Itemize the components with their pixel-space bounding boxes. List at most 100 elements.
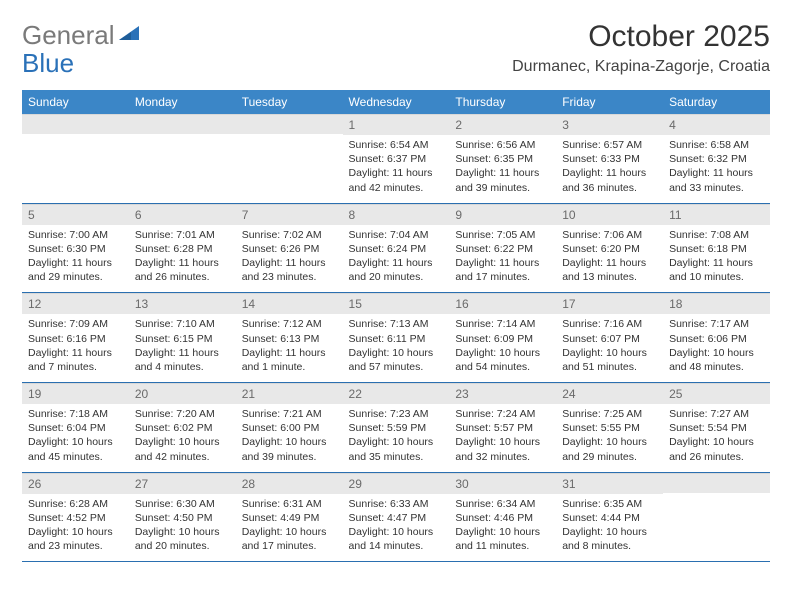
day-number: 23 [449, 383, 556, 404]
sunset-text: Sunset: 6:16 PM [28, 332, 123, 346]
daylight-text: Daylight: 11 hours and 42 minutes. [349, 166, 444, 194]
sunset-text: Sunset: 4:52 PM [28, 511, 123, 525]
sunset-text: Sunset: 6:24 PM [349, 242, 444, 256]
day-number [236, 114, 343, 134]
daylight-text: Daylight: 10 hours and 8 minutes. [562, 525, 657, 553]
daylight-text: Daylight: 10 hours and 11 minutes. [455, 525, 550, 553]
day-body: Sunrise: 7:04 AMSunset: 6:24 PMDaylight:… [343, 225, 450, 293]
calendar-day: 2Sunrise: 6:56 AMSunset: 6:35 PMDaylight… [449, 114, 556, 203]
day-body: Sunrise: 6:34 AMSunset: 4:46 PMDaylight:… [449, 494, 556, 562]
day-body: Sunrise: 7:06 AMSunset: 6:20 PMDaylight:… [556, 225, 663, 293]
logo-triangle-icon [119, 24, 141, 42]
daylight-text: Daylight: 11 hours and 36 minutes. [562, 166, 657, 194]
day-number: 8 [343, 204, 450, 225]
day-number: 2 [449, 114, 556, 135]
day-number: 19 [22, 383, 129, 404]
day-number: 7 [236, 204, 343, 225]
calendar-day: 26Sunrise: 6:28 AMSunset: 4:52 PMDayligh… [22, 472, 129, 562]
calendar-week: 1Sunrise: 6:54 AMSunset: 6:37 PMDaylight… [22, 114, 770, 203]
daylight-text: Daylight: 10 hours and 23 minutes. [28, 525, 123, 553]
sunrise-text: Sunrise: 7:17 AM [669, 317, 764, 331]
daylight-text: Daylight: 10 hours and 29 minutes. [562, 435, 657, 463]
calendar-day: 30Sunrise: 6:34 AMSunset: 4:46 PMDayligh… [449, 472, 556, 562]
day-body: Sunrise: 6:28 AMSunset: 4:52 PMDaylight:… [22, 494, 129, 562]
calendar-day: 27Sunrise: 6:30 AMSunset: 4:50 PMDayligh… [129, 472, 236, 562]
day-body: Sunrise: 7:09 AMSunset: 6:16 PMDaylight:… [22, 314, 129, 382]
sunset-text: Sunset: 6:22 PM [455, 242, 550, 256]
daylight-text: Daylight: 10 hours and 26 minutes. [669, 435, 764, 463]
logo-text-blue: Blue [22, 48, 74, 79]
daylight-text: Daylight: 11 hours and 33 minutes. [669, 166, 764, 194]
day-body: Sunrise: 7:23 AMSunset: 5:59 PMDaylight:… [343, 404, 450, 472]
calendar-week: 5Sunrise: 7:00 AMSunset: 6:30 PMDaylight… [22, 203, 770, 293]
sunrise-text: Sunrise: 6:30 AM [135, 497, 230, 511]
logo: General [22, 20, 143, 51]
weekday-header: Sunday [22, 90, 129, 114]
day-number: 24 [556, 383, 663, 404]
daylight-text: Daylight: 10 hours and 51 minutes. [562, 346, 657, 374]
sunset-text: Sunset: 6:37 PM [349, 152, 444, 166]
calendar-day: 16Sunrise: 7:14 AMSunset: 6:09 PMDayligh… [449, 293, 556, 383]
calendar-day [663, 472, 770, 562]
calendar-day: 12Sunrise: 7:09 AMSunset: 6:16 PMDayligh… [22, 293, 129, 383]
daylight-text: Daylight: 11 hours and 29 minutes. [28, 256, 123, 284]
calendar-day: 20Sunrise: 7:20 AMSunset: 6:02 PMDayligh… [129, 383, 236, 473]
daylight-text: Daylight: 11 hours and 7 minutes. [28, 346, 123, 374]
weekday-header: Friday [556, 90, 663, 114]
month-title: October 2025 [512, 20, 770, 54]
sunset-text: Sunset: 5:59 PM [349, 421, 444, 435]
weekday-header: Saturday [663, 90, 770, 114]
title-block: October 2025 Durmanec, Krapina-Zagorje, … [512, 20, 770, 76]
calendar-day: 7Sunrise: 7:02 AMSunset: 6:26 PMDaylight… [236, 203, 343, 293]
calendar-day: 3Sunrise: 6:57 AMSunset: 6:33 PMDaylight… [556, 114, 663, 203]
sunset-text: Sunset: 5:57 PM [455, 421, 550, 435]
daylight-text: Daylight: 10 hours and 17 minutes. [242, 525, 337, 553]
sunrise-text: Sunrise: 6:35 AM [562, 497, 657, 511]
day-number: 6 [129, 204, 236, 225]
sunset-text: Sunset: 6:20 PM [562, 242, 657, 256]
weekday-header: Monday [129, 90, 236, 114]
day-number [22, 114, 129, 134]
day-body: Sunrise: 7:25 AMSunset: 5:55 PMDaylight:… [556, 404, 663, 472]
day-body: Sunrise: 6:35 AMSunset: 4:44 PMDaylight:… [556, 494, 663, 562]
sunset-text: Sunset: 6:33 PM [562, 152, 657, 166]
day-body [663, 493, 770, 549]
calendar-day: 31Sunrise: 6:35 AMSunset: 4:44 PMDayligh… [556, 472, 663, 562]
calendar-day [22, 114, 129, 203]
calendar-day: 21Sunrise: 7:21 AMSunset: 6:00 PMDayligh… [236, 383, 343, 473]
sunrise-text: Sunrise: 7:00 AM [28, 228, 123, 242]
sunrise-text: Sunrise: 7:24 AM [455, 407, 550, 421]
calendar-day: 29Sunrise: 6:33 AMSunset: 4:47 PMDayligh… [343, 472, 450, 562]
day-number: 16 [449, 293, 556, 314]
day-number: 20 [129, 383, 236, 404]
daylight-text: Daylight: 10 hours and 32 minutes. [455, 435, 550, 463]
day-body: Sunrise: 7:10 AMSunset: 6:15 PMDaylight:… [129, 314, 236, 382]
day-number: 15 [343, 293, 450, 314]
sunrise-text: Sunrise: 7:14 AM [455, 317, 550, 331]
day-body: Sunrise: 6:31 AMSunset: 4:49 PMDaylight:… [236, 494, 343, 562]
calendar-day: 8Sunrise: 7:04 AMSunset: 6:24 PMDaylight… [343, 203, 450, 293]
day-body: Sunrise: 7:17 AMSunset: 6:06 PMDaylight:… [663, 314, 770, 382]
calendar-body: 1Sunrise: 6:54 AMSunset: 6:37 PMDaylight… [22, 114, 770, 562]
sunrise-text: Sunrise: 7:06 AM [562, 228, 657, 242]
sunset-text: Sunset: 6:11 PM [349, 332, 444, 346]
day-number: 22 [343, 383, 450, 404]
day-body: Sunrise: 7:12 AMSunset: 6:13 PMDaylight:… [236, 314, 343, 382]
sunrise-text: Sunrise: 7:27 AM [669, 407, 764, 421]
daylight-text: Daylight: 10 hours and 48 minutes. [669, 346, 764, 374]
day-body: Sunrise: 6:56 AMSunset: 6:35 PMDaylight:… [449, 135, 556, 203]
daylight-text: Daylight: 11 hours and 13 minutes. [562, 256, 657, 284]
daylight-text: Daylight: 10 hours and 39 minutes. [242, 435, 337, 463]
sunset-text: Sunset: 6:07 PM [562, 332, 657, 346]
sunset-text: Sunset: 4:50 PM [135, 511, 230, 525]
day-body: Sunrise: 7:01 AMSunset: 6:28 PMDaylight:… [129, 225, 236, 293]
sunrise-text: Sunrise: 7:04 AM [349, 228, 444, 242]
sunrise-text: Sunrise: 6:57 AM [562, 138, 657, 152]
day-body: Sunrise: 6:58 AMSunset: 6:32 PMDaylight:… [663, 135, 770, 203]
sunrise-text: Sunrise: 7:23 AM [349, 407, 444, 421]
daylight-text: Daylight: 11 hours and 26 minutes. [135, 256, 230, 284]
page: General October 2025 Durmanec, Krapina-Z… [0, 0, 792, 582]
day-body: Sunrise: 7:24 AMSunset: 5:57 PMDaylight:… [449, 404, 556, 472]
day-number: 4 [663, 114, 770, 135]
daylight-text: Daylight: 10 hours and 45 minutes. [28, 435, 123, 463]
